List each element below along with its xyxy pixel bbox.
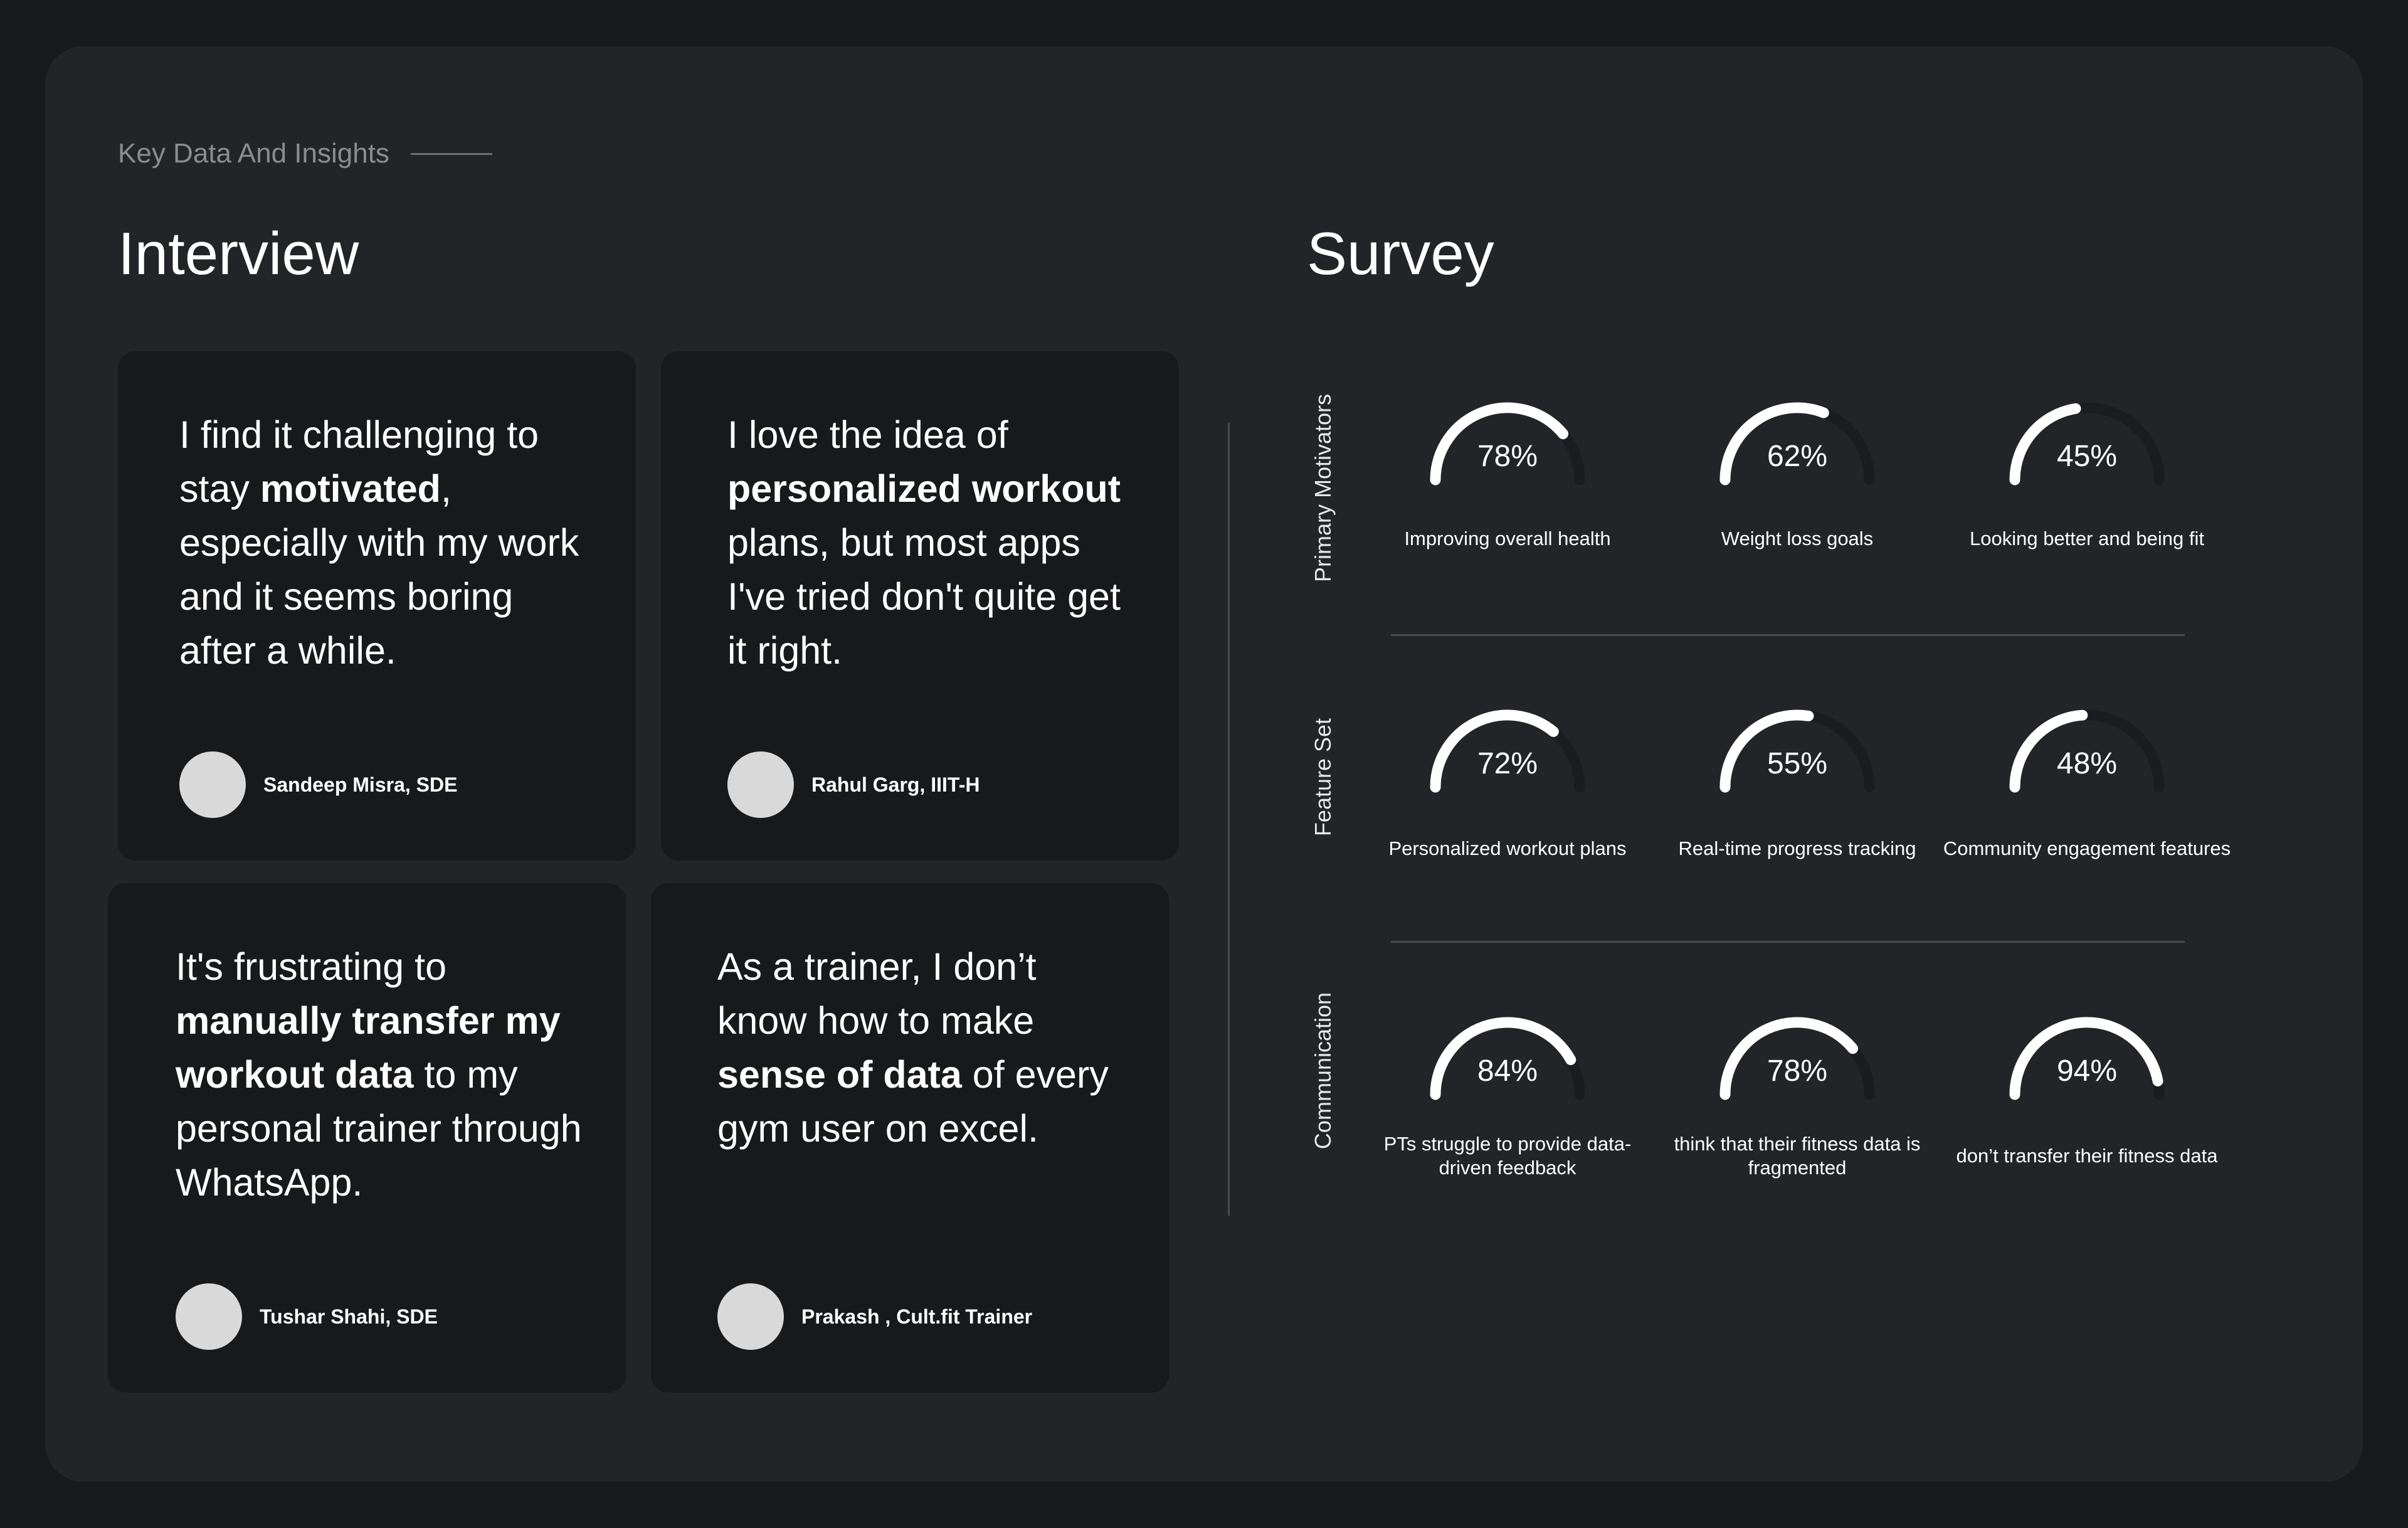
- gauge-fill: [1430, 402, 1569, 485]
- survey-title: Survey: [1307, 220, 1494, 287]
- gauge-caption: Looking better and being fit: [1970, 528, 2204, 549]
- interview-author: Rahul Garg, IIIT-H: [727, 751, 980, 818]
- gauge-arc-svg: [1430, 1017, 1585, 1100]
- gauge-caption: Community engagement features: [1943, 837, 2231, 859]
- interview-card: As a trainer, I don’t know how to make s…: [651, 883, 1169, 1393]
- gauge: 94% don’t transfer their fitness data: [1955, 1010, 2219, 1198]
- eyebrow-rule: [410, 152, 492, 155]
- gauge-arc-svg: [2009, 709, 2165, 793]
- interview-quote: It's frustrating to manually transfer my…: [176, 945, 582, 1204]
- gauge-fill: [2009, 709, 2088, 793]
- gauge: 72% Personalized workout plans: [1376, 703, 1639, 891]
- quote-emphasis: motivated: [260, 467, 441, 510]
- avatar: [717, 1283, 784, 1350]
- row-divider: [1391, 941, 2185, 943]
- gauge-fill: [1430, 709, 1559, 793]
- gauge: 84% PTs struggle to provide data-driven f…: [1376, 1010, 1639, 1198]
- interview-card: I love the idea of personalized workout …: [661, 351, 1179, 861]
- quote-emphasis: manually transfer my workout data: [176, 999, 561, 1096]
- interview-quote: I find it challenging to stay motivated,…: [179, 413, 579, 672]
- interview-quote: As a trainer, I don’t know how to make s…: [717, 945, 1109, 1150]
- gauge-arc-svg: [2009, 1017, 2165, 1100]
- gauge-fill: [1719, 402, 1829, 485]
- gauge: 48% Community engagement features: [1943, 703, 2231, 891]
- gauge-arc-svg: [2009, 402, 2165, 485]
- quote-emphasis: sense of data: [717, 1053, 962, 1096]
- interview-card: I find it challenging to stay motivated,…: [118, 351, 636, 861]
- gauge-arc-svg: [1719, 402, 1875, 485]
- gauge-arc-svg: [1430, 402, 1585, 485]
- section-divider: [1228, 423, 1230, 1216]
- gauge-arc-svg: [1430, 709, 1585, 793]
- gauge-caption: Improving overall health: [1404, 528, 1611, 549]
- quote-emphasis: personalized workout: [727, 467, 1121, 510]
- gauge-caption: Personalized workout plans: [1388, 837, 1627, 859]
- row-divider: [1391, 634, 2185, 636]
- row-label-communication: Communication: [1310, 992, 1336, 1150]
- gauge-arc-svg: [1719, 1017, 1875, 1100]
- gauge-fill: [1719, 709, 1814, 793]
- gauge-fill: [2009, 1017, 2163, 1100]
- gauge-fill: [2009, 403, 2081, 485]
- gauge-value: 48%: [2056, 747, 2118, 780]
- gauge: 78% Improving overall health: [1376, 395, 1639, 583]
- gauge-value: 78%: [1477, 440, 1538, 473]
- interview-card: It's frustrating to manually transfer my…: [108, 883, 626, 1393]
- row-label-primary-motivators: Primary Motivators: [1310, 393, 1336, 583]
- author-name: Prakash , Cult.fit Trainer: [801, 1305, 1033, 1328]
- gauge-caption: don’t transfer their fitness data: [1956, 1145, 2218, 1167]
- gauge-caption: PTs struggle to provide data-driven feed…: [1383, 1133, 1632, 1179]
- gauge-value: 84%: [1477, 1054, 1538, 1088]
- gauge-value: 62%: [1766, 440, 1828, 473]
- gauge-value: 45%: [2056, 440, 2118, 473]
- avatar: [727, 751, 794, 818]
- gauge-value: 94%: [2056, 1054, 2118, 1088]
- gauge-arc-svg: [1719, 709, 1875, 793]
- gauge-caption: Weight loss goals: [1721, 528, 1874, 549]
- gauge-value: 78%: [1766, 1054, 1828, 1088]
- gauge: 45% Looking better and being fit: [1955, 395, 2219, 583]
- interview-title: Interview: [118, 220, 359, 287]
- avatar: [179, 751, 246, 818]
- gauge-fill: [1719, 1017, 1859, 1100]
- eyebrow-label: Key Data And Insights: [118, 138, 389, 169]
- gauge: 62% Weight loss goals: [1666, 395, 1929, 583]
- gauge: 78% think that their fitness data is frag…: [1666, 1010, 1929, 1198]
- gauge-fill: [1430, 1017, 1576, 1100]
- interview-author: Prakash , Cult.fit Trainer: [717, 1283, 1032, 1350]
- row-label-feature-set: Feature Set: [1310, 718, 1336, 837]
- gauge-value: 72%: [1477, 747, 1538, 780]
- gauge-caption: think that their fitness data is fragmen…: [1674, 1133, 1921, 1179]
- avatar: [176, 1283, 242, 1350]
- eyebrow: Key Data And Insights: [118, 138, 492, 169]
- interview-quote: I love the idea of personalized workout …: [727, 413, 1121, 672]
- gauge-value: 55%: [1766, 747, 1828, 780]
- gauge-caption: Real-time progress tracking: [1678, 837, 1916, 859]
- interview-author: Sandeep Misra, SDE: [179, 751, 457, 818]
- gauge: 55% Real-time progress tracking: [1666, 703, 1929, 891]
- author-name: Rahul Garg, IIIT-H: [811, 773, 980, 796]
- author-name: Sandeep Misra, SDE: [263, 773, 458, 796]
- interview-author: Tushar Shahi, SDE: [176, 1283, 438, 1350]
- author-name: Tushar Shahi, SDE: [260, 1305, 438, 1328]
